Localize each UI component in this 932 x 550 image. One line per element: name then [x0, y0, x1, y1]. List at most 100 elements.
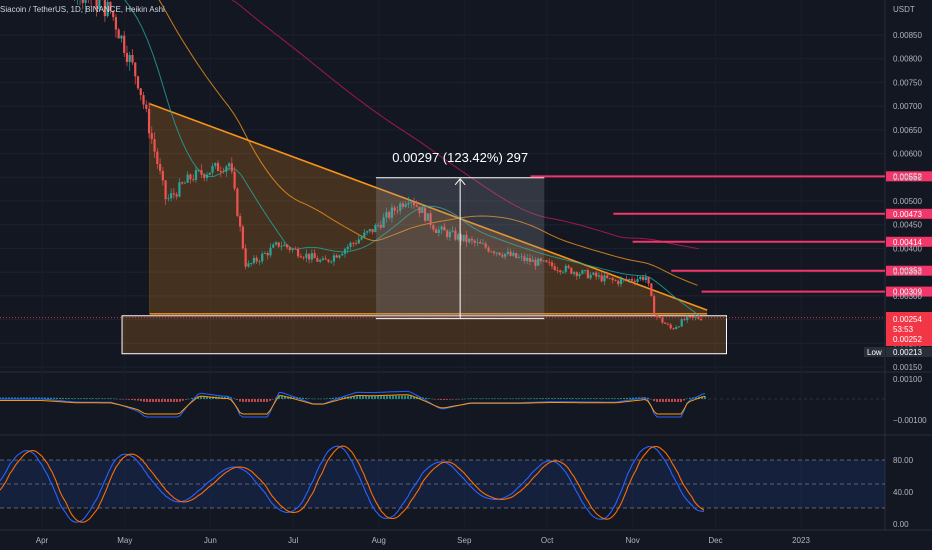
candle-body	[539, 258, 543, 261]
candle-body	[363, 232, 366, 238]
candle-body	[523, 256, 526, 261]
macd-histogram-bar	[119, 398, 121, 400]
candle-body	[349, 242, 352, 247]
price-tick-label: 0.00400	[893, 244, 922, 253]
macd-histogram-bar	[248, 399, 250, 402]
candle-body	[399, 203, 402, 211]
price-tick-label: 0.00350	[893, 268, 922, 277]
macd-histogram-bar	[173, 399, 175, 402]
candle-body	[316, 258, 319, 262]
macd-histogram-bar	[44, 397, 46, 399]
macd-histogram-bar	[518, 398, 520, 399]
candle-body	[677, 326, 681, 328]
candle-body	[167, 198, 170, 200]
macd-histogram-bar	[431, 398, 433, 400]
macd-histogram-bar	[533, 398, 535, 399]
macd-histogram-bar	[494, 398, 496, 399]
candle-body	[189, 174, 192, 180]
macd-histogram-bar	[635, 397, 637, 399]
triangle-fill	[149, 103, 708, 314]
candle-body	[443, 226, 446, 231]
candle-body	[520, 256, 523, 258]
candle-body	[385, 212, 388, 218]
macd-histogram-bar	[614, 398, 616, 399]
macd-histogram-bar	[197, 396, 199, 399]
candle-body	[429, 213, 432, 226]
macd-histogram-bar	[491, 398, 493, 399]
candle-body	[606, 275, 609, 279]
candle-body	[556, 270, 559, 271]
measure-label: 0.00297 (123.42%) 297	[392, 150, 528, 165]
candle-body	[244, 248, 247, 267]
candle-body	[261, 253, 264, 262]
macd-histogram-bar	[254, 399, 256, 402]
candle-body	[263, 252, 267, 254]
macd-histogram-bar	[191, 397, 193, 399]
candle-body	[481, 243, 485, 245]
ma-long-line	[231, 0, 699, 250]
price-range-measure[interactable]: 0.00297 (123.42%) 297	[375, 150, 545, 320]
macd-histogram-bar	[485, 398, 487, 399]
candle-body	[98, 0, 101, 9]
macd-histogram-bar	[455, 399, 457, 400]
candle-body	[476, 242, 479, 243]
ma-medium-line	[158, 0, 698, 286]
candle-body	[308, 253, 311, 260]
candle-body	[484, 243, 487, 248]
macd-histogram-bar	[182, 399, 184, 401]
macd-histogram-bar	[209, 396, 211, 399]
macd-histogram-bar	[548, 398, 550, 399]
low-badge: Low 0.00213	[864, 347, 932, 357]
candle-body	[274, 242, 278, 245]
macd-histogram-bar	[566, 398, 568, 399]
candle-body	[156, 151, 159, 165]
macd-histogram-bar	[701, 396, 703, 399]
macd-histogram-bar	[8, 397, 10, 399]
candle-body	[655, 315, 658, 317]
time-tick-label: Nov	[626, 536, 640, 545]
support-zone[interactable]	[121, 315, 727, 355]
candle-body	[628, 279, 631, 280]
macd-histogram-bar	[599, 398, 601, 399]
macd-histogram-bar	[143, 399, 145, 402]
macd-histogram-bar	[428, 398, 430, 399]
macd-histogram-bar	[146, 399, 148, 402]
macd-histogram-bar	[590, 398, 592, 399]
macd-histogram-bar	[419, 397, 421, 399]
macd-histogram-bar	[92, 398, 94, 399]
macd-histogram-bar	[257, 399, 259, 402]
macd-histogram-bar	[5, 397, 7, 399]
macd-tick-label: −0.00100	[893, 416, 927, 425]
stochastic-tick-label: 40.00	[893, 488, 914, 497]
descending-triangle[interactable]	[149, 103, 708, 315]
resistance-levels[interactable]: 0.00552 0.00473 0.00414 0.00353 0.00309	[0, 171, 932, 319]
candle-body	[368, 229, 371, 232]
current-price-badge: 0.00254 53:53 0.00252	[886, 312, 932, 346]
macd-histogram-bar	[623, 397, 625, 399]
resistance-badge-label: 0.00414	[893, 238, 922, 247]
candle-body	[611, 278, 614, 281]
candle-body	[236, 188, 239, 217]
macd-histogram-bar	[122, 399, 124, 400]
candle-body	[619, 279, 623, 285]
candle-body	[691, 316, 694, 318]
price-tick-label: 0.00850	[893, 31, 922, 40]
macd-histogram-bar	[608, 398, 610, 399]
candle-body	[434, 229, 438, 234]
candle-body	[136, 76, 140, 89]
candle-body	[672, 328, 675, 330]
candle-body	[625, 278, 628, 280]
time-tick-label: Apr	[36, 536, 49, 545]
candle-body	[280, 246, 283, 247]
macd-histogram-bar	[179, 399, 181, 402]
time-axis[interactable]: Apr May Jun Jul Aug Sep Oct Nov Dec 2023	[36, 536, 811, 545]
macd-histogram-bar	[227, 396, 229, 399]
symbol-legend[interactable]: Siacoin / TetherUS, 1D, BINANCE, Heikin …	[0, 5, 165, 14]
candle-body	[84, 0, 87, 3]
candle-body	[109, 1, 112, 12]
grid	[0, 34, 885, 368]
current-price-badge-bg	[886, 312, 932, 346]
candle-body	[222, 171, 225, 173]
candle-body	[412, 201, 416, 206]
